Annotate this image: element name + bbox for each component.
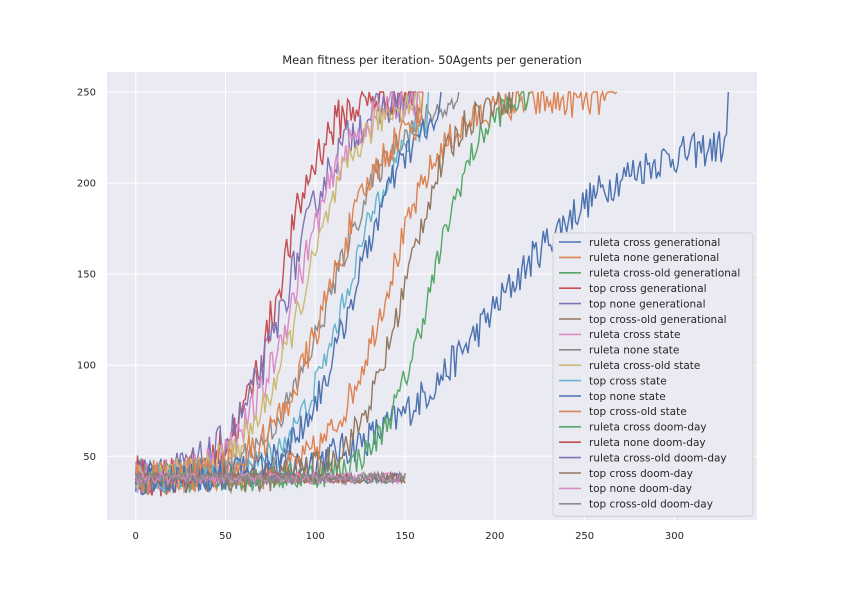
x-tick-label: 250	[575, 531, 594, 542]
legend-box	[552, 232, 754, 517]
legend-label: ruleta cross-old doom-day	[589, 452, 727, 464]
legend-label: top cross doom-day	[589, 468, 693, 480]
legend-label: ruleta cross doom-day	[589, 422, 707, 434]
series-line	[135, 91, 424, 495]
legend-label: top cross-old state	[589, 406, 687, 418]
x-axis-ticks: 0 50 100 150 200 250 300	[133, 531, 684, 542]
series-lines	[135, 89, 729, 497]
series-line	[135, 91, 442, 494]
legend-label: top cross state	[589, 375, 667, 387]
x-tick-label: 50	[219, 531, 232, 542]
x-tick-label: 300	[665, 531, 684, 542]
legend-label: ruleta none generational	[589, 252, 719, 264]
legend-label: ruleta cross-old state	[589, 360, 700, 372]
x-tick-label: 100	[306, 531, 325, 542]
legend-label: ruleta cross generational	[589, 237, 720, 249]
y-tick-label: 100	[77, 361, 96, 372]
y-tick-label: 50	[83, 452, 96, 463]
legend-label: ruleta none state	[589, 345, 679, 357]
legend-label: top cross-old generational	[589, 314, 727, 326]
y-axis-ticks: 50 100 150 200 250	[77, 88, 96, 463]
series-line	[135, 470, 406, 486]
y-tick-label: 200	[77, 179, 96, 190]
series-line	[135, 89, 618, 495]
x-tick-label: 200	[485, 531, 504, 542]
legend-label: ruleta cross-old generational	[589, 268, 740, 280]
legend-label: ruleta none doom-day	[589, 437, 706, 449]
y-tick-label: 150	[77, 270, 96, 281]
legend-label: top none state	[589, 391, 666, 403]
chart-title: Mean fitness per iteration- 50Agents per…	[282, 53, 582, 67]
y-tick-label: 250	[77, 88, 96, 99]
legend-label: top none doom-day	[589, 483, 692, 495]
x-tick-label: 0	[133, 531, 139, 542]
legend-label: top cross-old doom-day	[589, 499, 713, 511]
legend: ruleta cross generational ruleta none gen…	[552, 232, 754, 517]
x-tick-label: 150	[396, 531, 415, 542]
legend-label: top cross generational	[589, 283, 707, 295]
legend-label: top none generational	[589, 298, 706, 310]
legend-label: ruleta cross state	[589, 329, 680, 341]
